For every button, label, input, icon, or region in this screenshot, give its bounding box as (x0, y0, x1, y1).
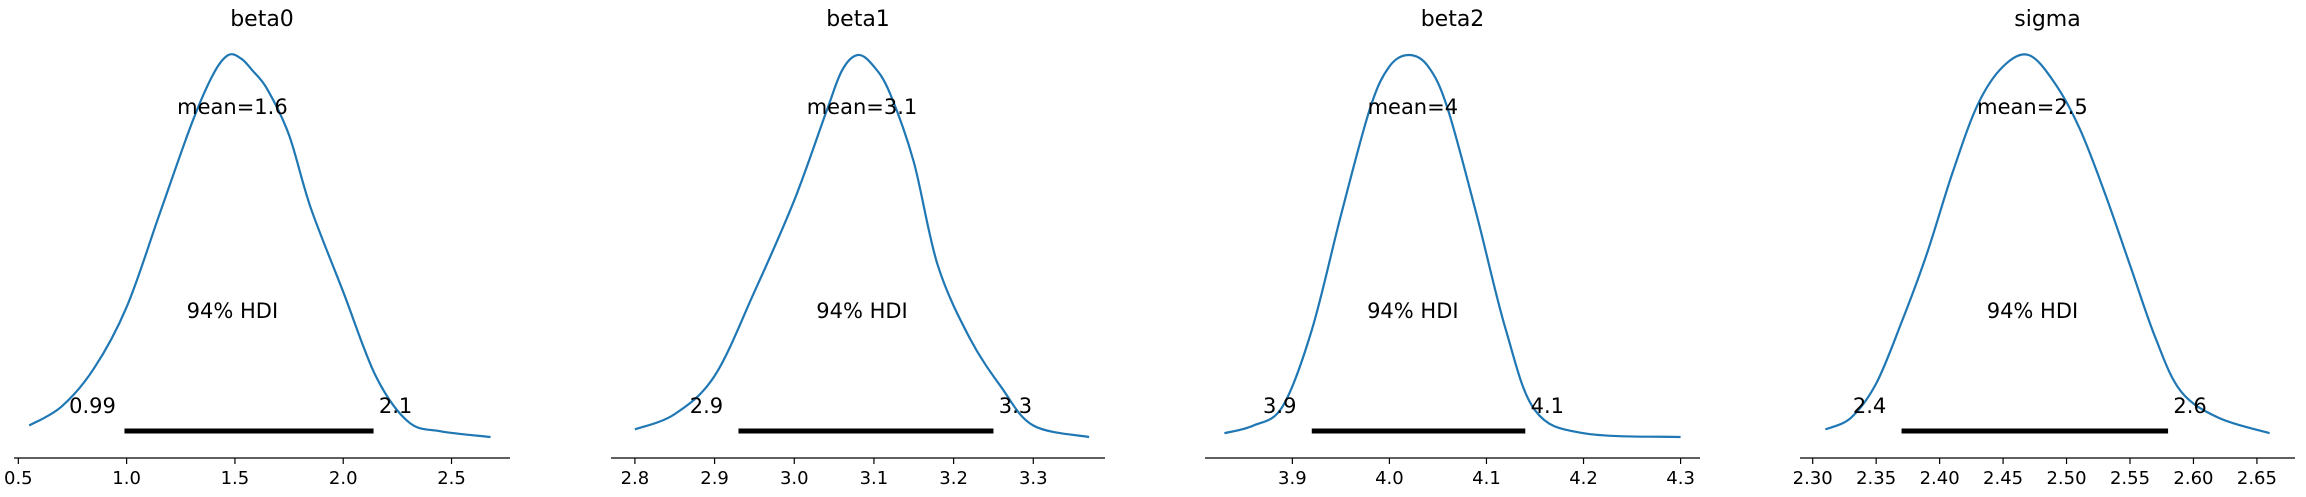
x-tick-label: 2.65 (2237, 468, 2277, 489)
x-tick-label: 3.2 (939, 468, 968, 489)
panel-title: sigma (2014, 7, 2080, 32)
density-curve (28, 53, 491, 439)
x-tick-label: 2.50 (2046, 468, 2086, 489)
x-tick-label: 3.0 (780, 468, 809, 489)
x-tick-label: 3.3 (1019, 468, 1048, 489)
density-curve (1224, 53, 1681, 439)
x-tick-label: 4.1 (1472, 468, 1501, 489)
x-tick-label: 2.30 (1793, 468, 1833, 489)
hdi-low-label: 3.9 (1263, 394, 1296, 418)
x-tick-label: 2.60 (2173, 468, 2213, 489)
mean-label: mean=4 (1368, 95, 1459, 119)
hdi-high-label: 4.1 (1531, 394, 1564, 418)
x-tick-label: 4.3 (1666, 468, 1695, 489)
hdi-low-label: 2.4 (1853, 394, 1886, 418)
x-tick-label: 2.55 (2110, 468, 2150, 489)
hdi-low-label: 0.99 (69, 394, 116, 418)
panel-title: beta2 (1421, 7, 1485, 32)
panel-title: beta0 (230, 7, 294, 32)
mean-label: mean=3.1 (807, 95, 918, 119)
x-tick-label: 2.40 (1920, 468, 1960, 489)
panel-title: beta1 (826, 7, 890, 32)
density-curve (634, 53, 1090, 439)
panel-sigma: sigma mean=2.5 94% HDI 2.4 2.6 2.30 2.35 2.40 2.… (1793, 7, 2295, 489)
x-tick-label: 3.1 (860, 468, 889, 489)
x-tick-label: 2.0 (329, 468, 358, 489)
x-tick-label: 1.5 (221, 468, 250, 489)
x-tick-label: 2.9 (700, 468, 729, 489)
panel-beta1: beta1 mean=3.1 94% HDI 2.9 3.3 2.8 2.9 3.0 3.1 3.… (611, 7, 1105, 489)
hdi-high-label: 2.6 (2173, 394, 2206, 418)
hdi-label: 94% HDI (1367, 299, 1459, 323)
x-tick-label: 4.0 (1375, 468, 1404, 489)
x-tick-label: 0.5 (4, 468, 33, 489)
mean-label: mean=2.5 (1977, 95, 2088, 119)
panel-beta0: beta0 mean=1.6 94% HDI 0.99 2.1 0.5 1.0 1.5 2.0 2… (4, 7, 510, 489)
hdi-low-label: 2.9 (690, 394, 723, 418)
x-tick-label: 2.5 (437, 468, 466, 489)
hdi-label: 94% HDI (816, 299, 908, 323)
x-tick-label: 1.0 (112, 468, 141, 489)
density-curve (1824, 53, 2270, 435)
hdi-label: 94% HDI (187, 299, 279, 323)
x-tick-label: 4.2 (1569, 468, 1598, 489)
x-tick-label: 2.8 (621, 468, 650, 489)
mean-label: mean=1.6 (177, 95, 288, 119)
x-tick-label: 3.9 (1278, 468, 1307, 489)
hdi-label: 94% HDI (1987, 299, 2079, 323)
hdi-high-label: 2.1 (379, 394, 412, 418)
x-tick-label: 2.35 (1856, 468, 1896, 489)
panel-beta2: beta2 mean=4 94% HDI 3.9 4.1 3.9 4.0 4.1 4.2 4.3 (1205, 7, 1700, 489)
x-tick-label: 2.45 (1983, 468, 2023, 489)
hdi-high-label: 3.3 (999, 394, 1032, 418)
